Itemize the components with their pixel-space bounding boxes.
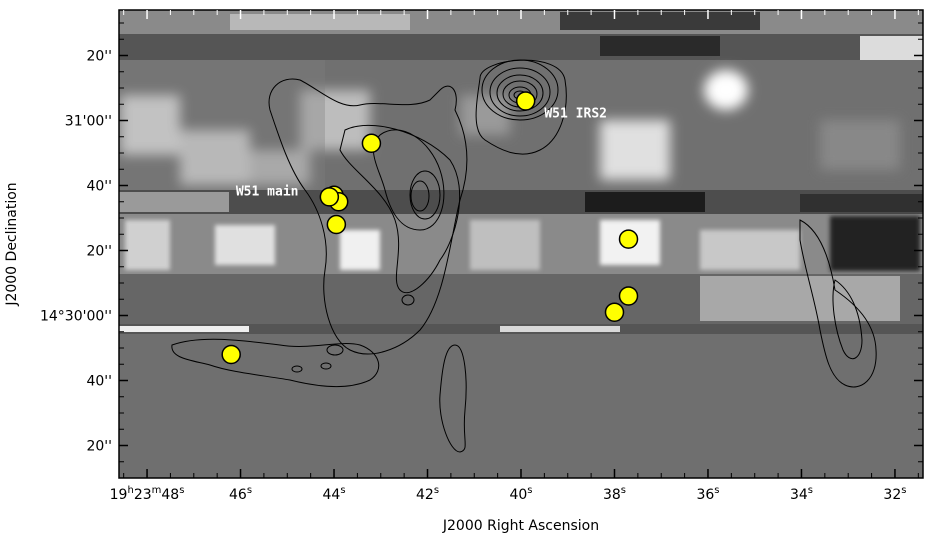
y-tick-label: 20'' (86, 244, 112, 260)
axis-ticks (119, 10, 923, 478)
y-tick-label: 40'' (86, 374, 112, 390)
x-tick-label: 34s​ (790, 485, 813, 503)
x-tick-label: 40s​ (509, 485, 532, 503)
y-tick-labels: 20'' 31'00'' 40'' 20'' 14°30'00'' 40'' 20'' (40, 49, 112, 455)
x-tick-label: 42s​ (416, 485, 439, 503)
source-annotation-label: W51 main (236, 184, 299, 199)
y-axis-title: J2000 Declination (4, 182, 20, 306)
y-tick-label: 20'' (86, 49, 112, 65)
x-tick-label: 36s​ (696, 485, 719, 503)
y-tick-label: 14°30'00'' (40, 309, 112, 325)
y-tick-label: 31'00'' (65, 114, 112, 130)
x-tick-label: 19h​23m​48s​ (110, 485, 185, 503)
source-markers (221, 91, 639, 365)
x-axis-title: J2000 Right Ascension (442, 518, 599, 534)
source-annotations: W51 IRS2 W51 main (236, 106, 607, 199)
source-marker (618, 229, 639, 249)
source-marker (618, 286, 639, 306)
y-tick-label: 40'' (86, 179, 112, 195)
source-marker (361, 133, 382, 153)
x-tick-label: 32s​ (883, 485, 906, 503)
source-marker (515, 91, 536, 111)
grayscale-background-image (119, 10, 923, 478)
x-tick-label: 44s​ (322, 485, 345, 503)
source-marker (221, 344, 241, 365)
x-tick-label: 38s​ (603, 485, 626, 503)
source-marker (326, 214, 347, 235)
source-marker (604, 302, 625, 322)
source-marker (319, 187, 340, 207)
source-annotation-label: W51 IRS2 (544, 106, 607, 121)
y-tick-label: 20'' (86, 439, 112, 455)
x-tick-label: 46s​ (229, 485, 252, 503)
x-tick-labels: 19h​23m​48s​ 46s​ 44s​ 42s​ 40s​ 38s​ 36s​ 34s​… (110, 485, 907, 503)
